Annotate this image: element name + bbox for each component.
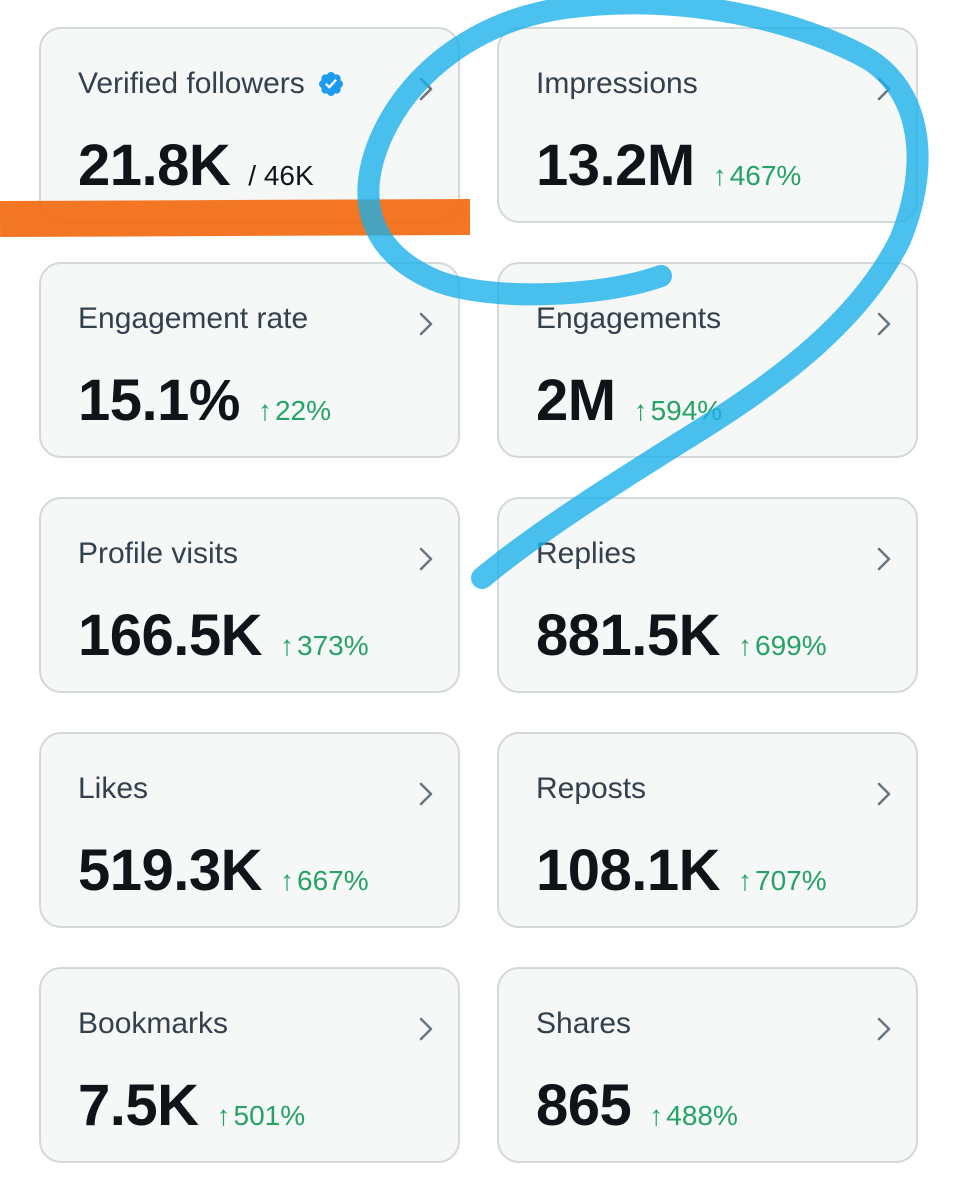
metric-card-replies[interactable]: Replies 881.5K ↑ 699% — [497, 497, 918, 693]
change-percent: 22% — [275, 395, 331, 427]
chevron-right-icon — [874, 1015, 896, 1043]
change-percent: 594% — [651, 395, 723, 427]
metric-change: ↑ 22% — [258, 395, 331, 427]
metric-value: 2M — [536, 367, 616, 434]
metric-change: ↑ 501% — [217, 1100, 306, 1132]
metric-change: ↑ 707% — [738, 865, 827, 897]
metric-value: 13.2M — [536, 132, 695, 199]
change-percent: 699% — [755, 630, 827, 662]
metric-value: 108.1K — [536, 837, 720, 904]
metric-value-row: 108.1K ↑ 707% — [536, 837, 827, 904]
metric-change: ↑ 594% — [634, 395, 723, 427]
arrow-up-icon: ↑ — [258, 395, 272, 427]
metric-card-shares[interactable]: Shares 865 ↑ 488% — [497, 967, 918, 1163]
change-percent: 488% — [666, 1100, 738, 1132]
verified-badge-icon — [317, 70, 345, 98]
metric-value-row: 15.1% ↑ 22% — [78, 367, 331, 434]
metric-label: Verified followers — [78, 67, 345, 101]
metric-value-row: 881.5K ↑ 699% — [536, 602, 827, 669]
metric-card-impressions[interactable]: Impressions 13.2M ↑ 467% — [497, 27, 918, 223]
metric-label: Profile visits — [78, 537, 238, 571]
metric-value: 166.5K — [78, 602, 262, 669]
metric-card-profile-visits[interactable]: Profile visits 166.5K ↑ 373% — [39, 497, 460, 693]
metric-change: ↑ 467% — [713, 160, 802, 192]
metric-label: Likes — [78, 772, 148, 806]
metric-label: Bookmarks — [78, 1007, 228, 1041]
chevron-right-icon — [874, 310, 896, 338]
metric-value-row: 166.5K ↑ 373% — [78, 602, 369, 669]
metric-label: Shares — [536, 1007, 631, 1041]
metric-value-row: 865 ↑ 488% — [536, 1072, 738, 1139]
arrow-up-icon: ↑ — [280, 865, 294, 897]
metric-label-text: Verified followers — [78, 67, 305, 101]
metric-value: 21.8K — [78, 132, 230, 199]
metric-change: ↑ 699% — [738, 630, 827, 662]
change-percent: 667% — [297, 865, 369, 897]
metric-card-likes[interactable]: Likes 519.3K ↑ 667% — [39, 732, 460, 928]
metric-value-row: 7.5K ↑ 501% — [78, 1072, 305, 1139]
metric-value: 15.1% — [78, 367, 240, 434]
metric-card-engagements[interactable]: Engagements 2M ↑ 594% — [497, 262, 918, 458]
change-percent: 467% — [730, 160, 802, 192]
metric-label: Reposts — [536, 772, 646, 806]
chevron-right-icon — [416, 310, 438, 338]
metric-card-bookmarks[interactable]: Bookmarks 7.5K ↑ 501% — [39, 967, 460, 1163]
chevron-right-icon — [416, 1015, 438, 1043]
metric-value-row: 21.8K / 46K — [78, 132, 314, 199]
arrow-up-icon: ↑ — [738, 865, 752, 897]
metric-value-row: 13.2M ↑ 467% — [536, 132, 801, 199]
metric-label: Engagements — [536, 302, 721, 336]
metric-value-row: 2M ↑ 594% — [536, 367, 722, 434]
arrow-up-icon: ↑ — [217, 1100, 231, 1132]
metric-value: 881.5K — [536, 602, 720, 669]
metric-change: ↑ 373% — [280, 630, 369, 662]
chevron-right-icon — [874, 75, 896, 103]
chevron-right-icon — [416, 780, 438, 808]
metric-label: Replies — [536, 537, 636, 571]
chevron-right-icon — [416, 75, 438, 103]
change-percent: 501% — [234, 1100, 306, 1132]
chevron-right-icon — [416, 545, 438, 573]
metric-value: 865 — [536, 1072, 631, 1139]
metric-change: ↑ 667% — [280, 865, 369, 897]
change-percent: 373% — [297, 630, 369, 662]
metric-card-verified-followers[interactable]: Verified followers 21.8K / 46K — [39, 27, 460, 223]
chevron-right-icon — [874, 780, 896, 808]
arrow-up-icon: ↑ — [634, 395, 648, 427]
metric-card-reposts[interactable]: Reposts 108.1K ↑ 707% — [497, 732, 918, 928]
metric-label: Impressions — [536, 67, 698, 101]
metric-label: Engagement rate — [78, 302, 308, 336]
metric-value: 7.5K — [78, 1072, 199, 1139]
metric-card-engagement-rate[interactable]: Engagement rate 15.1% ↑ 22% — [39, 262, 460, 458]
arrow-up-icon: ↑ — [738, 630, 752, 662]
metric-total: / 46K — [248, 160, 313, 192]
metric-value: 519.3K — [78, 837, 262, 904]
arrow-up-icon: ↑ — [649, 1100, 663, 1132]
metric-value-row: 519.3K ↑ 667% — [78, 837, 369, 904]
metric-change: ↑ 488% — [649, 1100, 738, 1132]
arrow-up-icon: ↑ — [713, 160, 727, 192]
arrow-up-icon: ↑ — [280, 630, 294, 662]
chevron-right-icon — [874, 545, 896, 573]
change-percent: 707% — [755, 865, 827, 897]
